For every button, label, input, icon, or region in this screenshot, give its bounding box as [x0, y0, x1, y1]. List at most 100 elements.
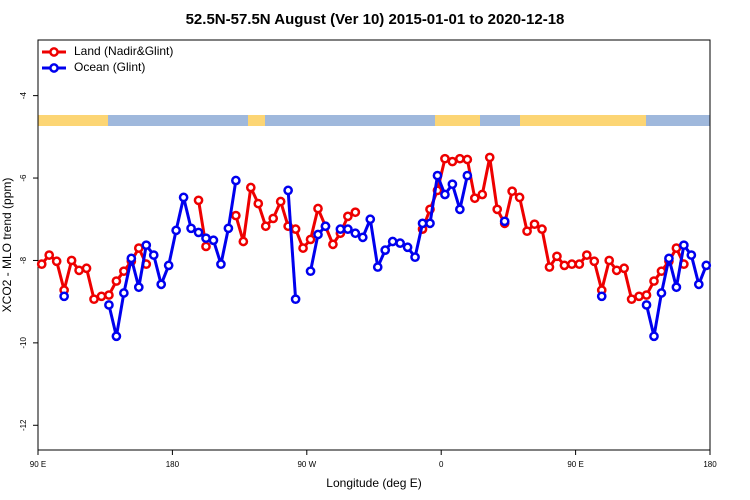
data-point: [96, 291, 107, 302]
data-point: [178, 192, 189, 203]
data-point: [133, 282, 144, 293]
data-point: [208, 235, 219, 246]
legend-label: Land (Nadir&Glint): [74, 44, 173, 58]
data-point: [537, 224, 547, 234]
data-point: [111, 331, 122, 342]
series-line: [421, 155, 686, 301]
data-point: [649, 331, 659, 342]
data-point: [529, 219, 540, 230]
data-point: [126, 253, 137, 264]
data-point: [357, 232, 368, 243]
data-point: [440, 153, 450, 164]
data-point: [380, 245, 391, 256]
data-point: [514, 192, 525, 203]
data-point: [36, 259, 47, 270]
data-point: [679, 240, 689, 251]
data-point: [298, 243, 308, 253]
data-point: [641, 300, 652, 310]
data-point: [156, 279, 167, 290]
data-point: [425, 218, 435, 229]
x-tick-label: 180: [166, 460, 180, 469]
data-point: [596, 291, 607, 302]
x-axis-label: Longitude (deg E): [326, 476, 421, 490]
data-point: [313, 203, 323, 214]
data-point: [701, 260, 712, 271]
data-point: [387, 236, 398, 247]
y-tick-label: -12: [19, 419, 28, 431]
data-point: [402, 242, 413, 253]
data-point: [350, 228, 361, 239]
data-point: [260, 221, 271, 232]
data-point: [641, 290, 652, 300]
data-point: [372, 262, 383, 272]
data-point: [290, 224, 301, 234]
data-point: [148, 250, 159, 260]
y-axis-label: XCO2 - MLO trend (ppm): [0, 178, 14, 313]
data-point: [268, 213, 279, 224]
x-tick-label: 90 E: [30, 460, 46, 469]
data-point: [544, 262, 555, 272]
x-tick-label: 180: [703, 460, 717, 469]
data-point: [171, 225, 181, 236]
data-point: [626, 294, 637, 305]
data-point: [447, 156, 458, 167]
data-point: [133, 243, 144, 253]
data-point: [440, 189, 450, 200]
y-tick-label: -10: [19, 337, 28, 349]
data-point: [343, 224, 353, 234]
data-point: [201, 241, 211, 252]
data-point: [619, 263, 629, 274]
data-point: [66, 255, 77, 266]
data-point: [552, 251, 562, 262]
data-point: [141, 240, 152, 251]
data-point: [335, 224, 346, 234]
data-point: [693, 279, 704, 290]
data-point: [671, 243, 682, 253]
data-point: [313, 229, 323, 240]
data-point: [522, 226, 532, 237]
data-point: [238, 236, 249, 247]
series-line: [286, 190, 298, 300]
data-point: [365, 214, 376, 225]
legend-marker: [49, 47, 59, 57]
x-tick-label: 90 E: [567, 460, 583, 469]
data-point: [499, 216, 510, 227]
data-point: [89, 294, 99, 305]
data-point: [104, 290, 114, 300]
data-point: [193, 195, 204, 206]
data-point: [350, 207, 361, 218]
data-point: [111, 276, 122, 286]
data-point: [447, 179, 458, 190]
data-point: [507, 186, 517, 197]
data-point: [305, 234, 316, 245]
data-point: [664, 253, 674, 264]
data-point: [574, 259, 585, 270]
data-point: [492, 204, 503, 215]
data-point: [245, 182, 256, 193]
y-tick-label: -4: [19, 92, 28, 100]
data-point: [462, 154, 473, 165]
data-point: [51, 256, 62, 267]
data-point: [604, 255, 615, 266]
data-point: [216, 259, 226, 270]
legend-label: Ocean (Glint): [74, 60, 145, 74]
y-tick-label: -6: [19, 174, 28, 182]
data-point: [634, 291, 644, 302]
data-point: [119, 266, 129, 277]
data-point: [686, 250, 697, 260]
data-point: [432, 170, 443, 181]
data-point: [656, 288, 667, 298]
map-strip: [38, 115, 710, 126]
data-point: [305, 266, 316, 277]
data-point: [59, 291, 69, 302]
data-point: [567, 259, 577, 270]
data-point: [462, 170, 473, 181]
chart-title: 52.5N-57.5N August (Ver 10) 2015-01-01 t…: [186, 11, 565, 28]
data-point: [455, 153, 465, 164]
y-tick-label: -8: [19, 256, 28, 264]
data-point: [201, 233, 211, 244]
data-point: [395, 238, 405, 248]
data-point: [343, 211, 353, 222]
data-point: [671, 282, 682, 293]
